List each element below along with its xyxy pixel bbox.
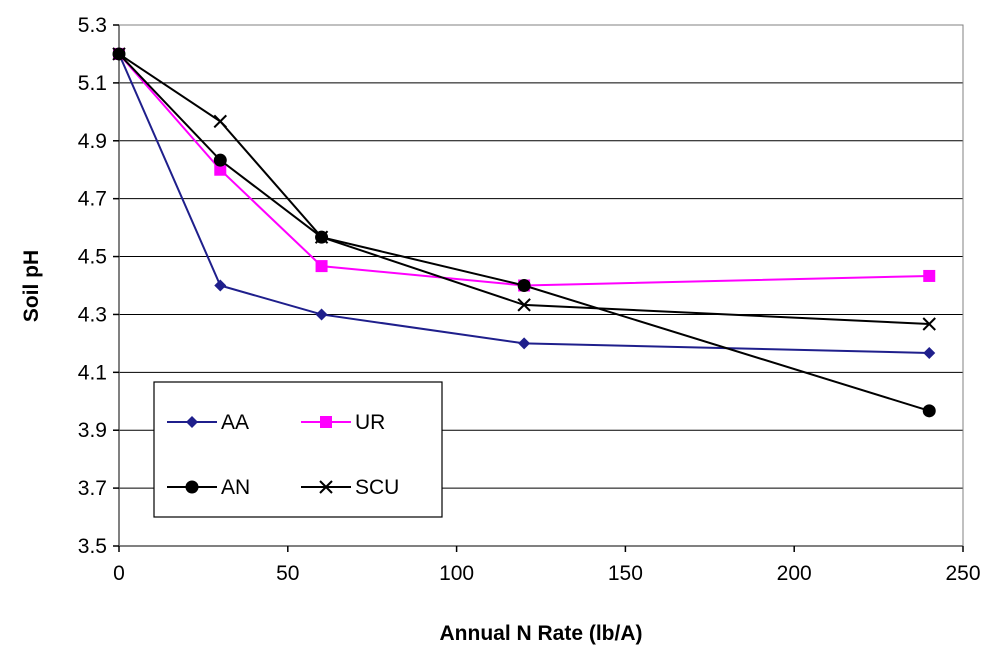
- series-scu: [112, 47, 936, 331]
- y-ticks: 3.5 3.7 3.9 4.1 4.3 4.5 4.7 4.9 5.1 5.3: [78, 14, 119, 558]
- series-ur: [113, 47, 936, 292]
- y-tick-label: 3.5: [78, 535, 107, 558]
- y-tick-label: 3.7: [78, 477, 107, 500]
- x-tick-label: 200: [777, 562, 812, 585]
- series-line-aa: [118, 53, 930, 354]
- point-scu: [922, 317, 936, 331]
- point-scu: [112, 47, 126, 61]
- legend-box: [153, 381, 443, 518]
- y-tick-label: 4.9: [78, 130, 107, 153]
- legend-swatch-marker: [186, 416, 198, 428]
- point-scu-stroke: [922, 317, 936, 331]
- point-scu-stroke: [517, 298, 531, 312]
- legend: AA UR AN SCU: [153, 381, 443, 518]
- x-tick-label: 50: [276, 562, 299, 585]
- axes: [118, 24, 964, 547]
- point-scu-stroke: [314, 230, 329, 244]
- series-line-an: [118, 53, 930, 412]
- point-aa: [518, 337, 531, 350]
- y-tick-label: 4.5: [78, 246, 107, 269]
- y-axis-title: Soil pH: [20, 250, 43, 322]
- y-tick-label: 5.1: [78, 72, 107, 95]
- legend-label-ur: UR: [355, 411, 385, 434]
- series-an: [112, 47, 936, 418]
- point-aa: [923, 346, 936, 359]
- x-tick-label: 100: [439, 562, 474, 585]
- point-ur: [315, 260, 328, 273]
- point-an: [213, 153, 227, 167]
- point-scu: [314, 230, 329, 244]
- x-tick-label: 250: [945, 562, 980, 585]
- x-ticks: 0 50 100 150 200 250: [113, 546, 981, 585]
- legend-item-scu: SCU: [301, 476, 399, 499]
- plot-area-border: [118, 24, 964, 547]
- legend-item-an: AN: [167, 476, 250, 499]
- legend-label-aa: AA: [221, 411, 249, 434]
- point-scu: [213, 114, 227, 129]
- point-scu: [517, 298, 531, 312]
- point-ur: [214, 163, 227, 176]
- legend-label-an: AN: [221, 476, 250, 499]
- point-an: [517, 279, 531, 292]
- legend-items: AA UR AN SCU: [167, 411, 399, 499]
- legend-item-aa: AA: [167, 411, 249, 434]
- series-aa: [113, 47, 936, 359]
- y-tick-label: 5.3: [78, 14, 107, 37]
- series-line-ur: [118, 53, 930, 287]
- x-axis-title: Annual N Rate (lb/A): [440, 622, 643, 645]
- point-ur: [923, 269, 936, 282]
- y-tick-label: 4.1: [78, 361, 107, 384]
- x-tick-label: 150: [608, 562, 643, 585]
- legend-label-scu: SCU: [355, 476, 399, 499]
- y-tick-label: 3.9: [78, 419, 107, 442]
- legend-swatch-marker-stroke: [319, 480, 333, 494]
- legend-swatch-marker: [185, 480, 199, 494]
- x-tick-label: 0: [113, 562, 125, 585]
- legend-item-ur: UR: [301, 411, 385, 434]
- point-an: [922, 404, 936, 418]
- point-scu-stroke: [112, 47, 126, 61]
- y-tick-label: 4.7: [78, 188, 107, 211]
- point-aa: [214, 279, 227, 292]
- point-aa: [315, 308, 328, 321]
- legend-swatch-marker: [320, 416, 332, 428]
- legend-swatch-marker: [319, 480, 333, 494]
- point-scu-stroke: [213, 114, 227, 129]
- series-layer: [112, 47, 936, 418]
- y-tick-label: 4.3: [78, 303, 107, 326]
